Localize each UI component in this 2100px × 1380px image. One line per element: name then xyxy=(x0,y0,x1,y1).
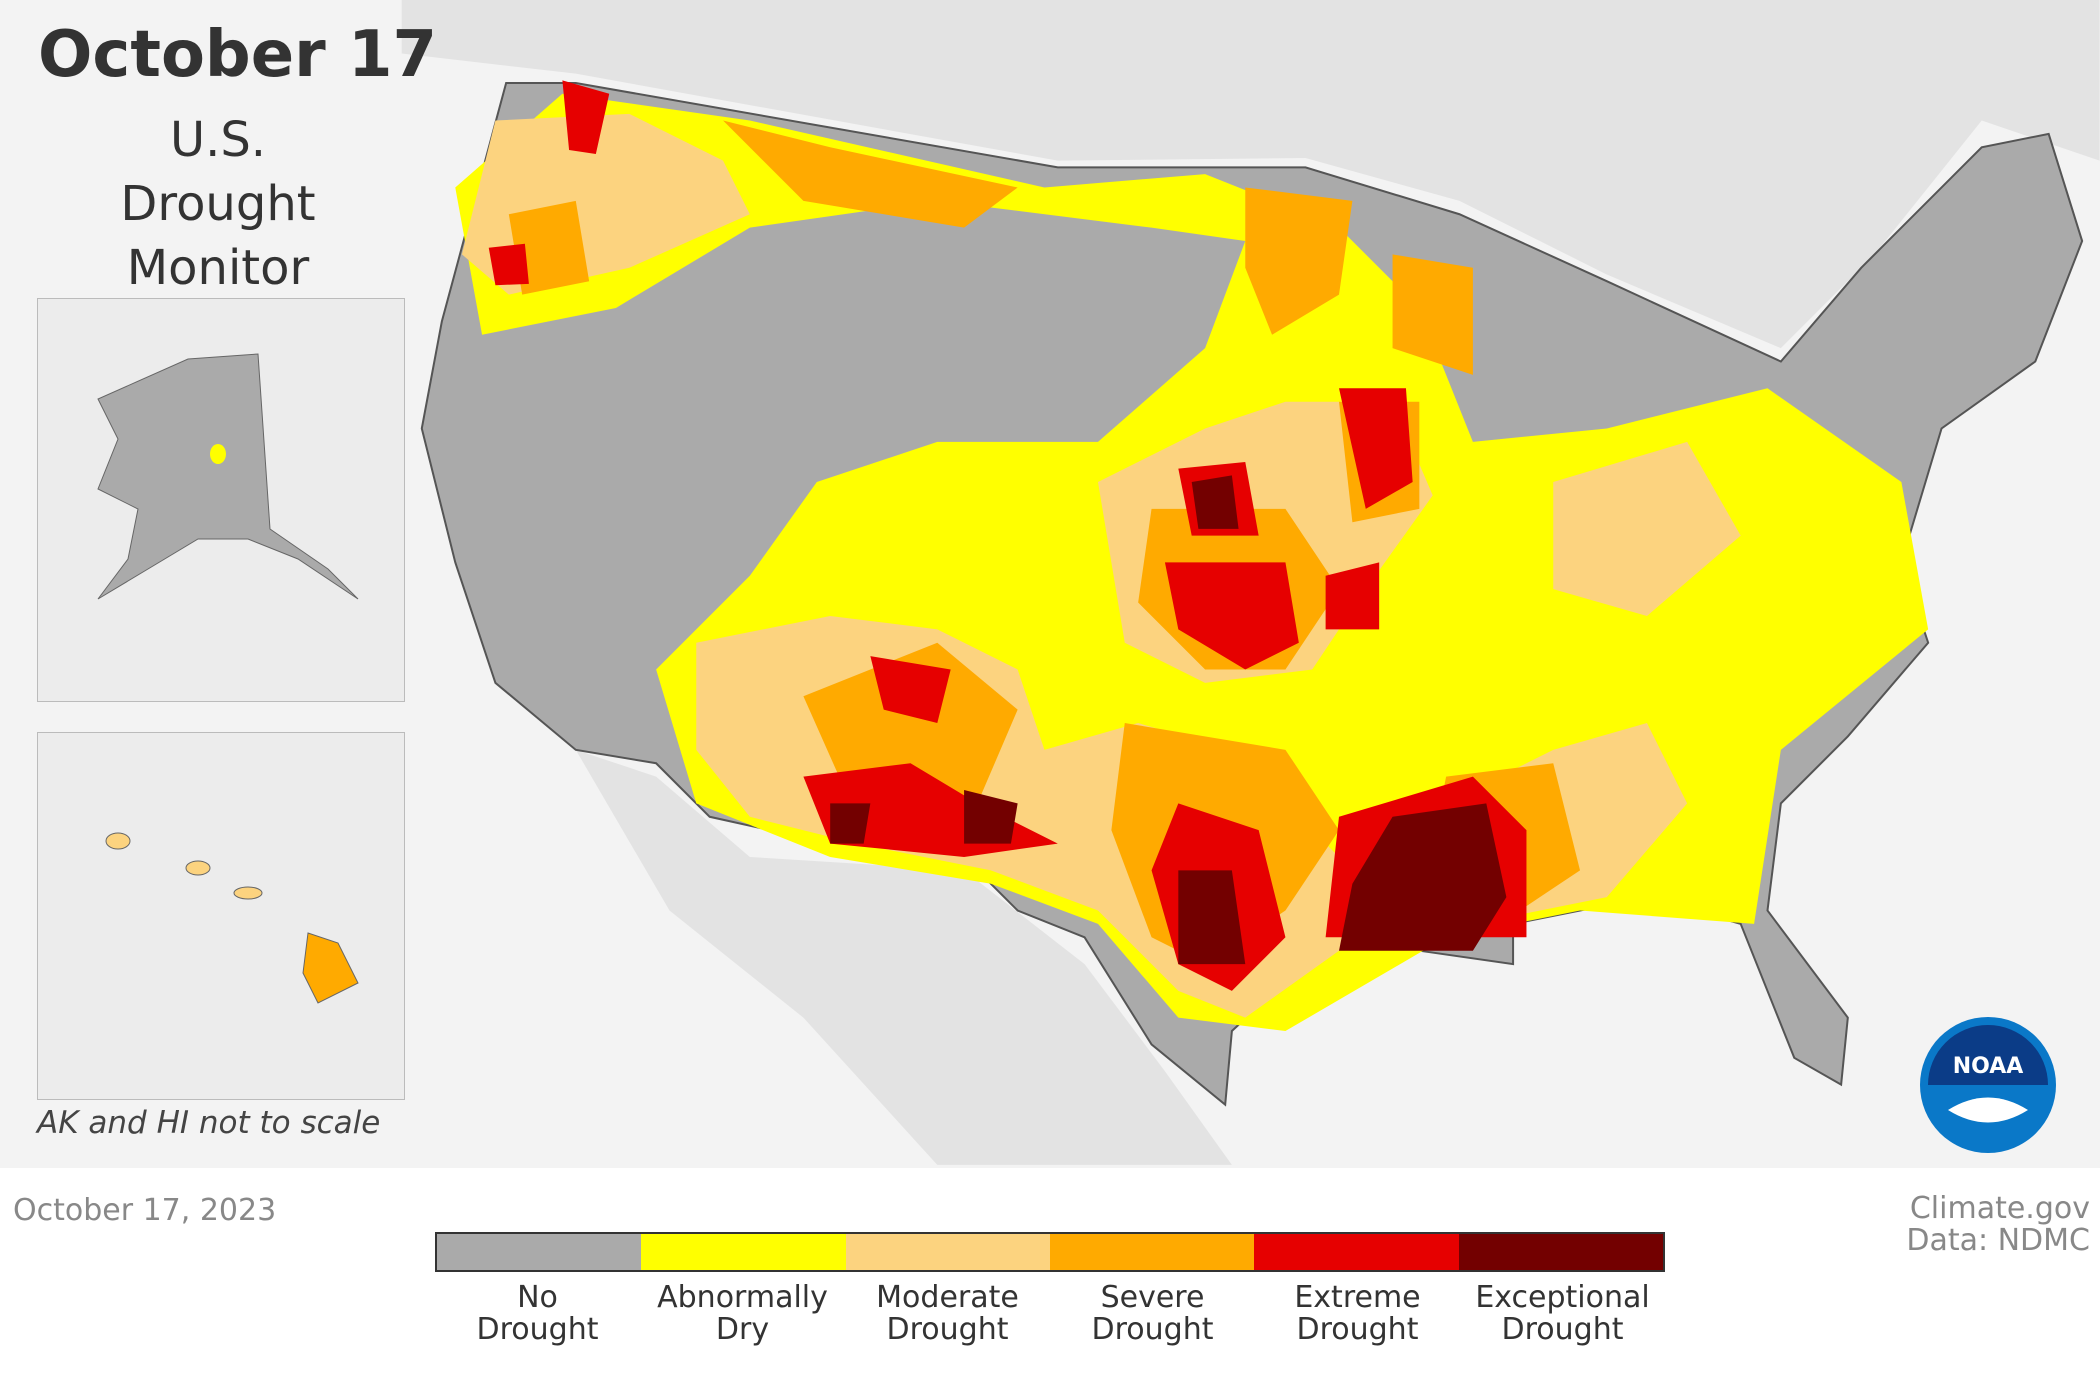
legend-cell: Abnormally Dry xyxy=(640,1282,845,1346)
legend-swatch xyxy=(1049,1234,1255,1270)
legend-label: No Drought xyxy=(476,1280,599,1347)
legend-cell: Severe Drought xyxy=(1050,1282,1255,1346)
legend-swatch xyxy=(1458,1234,1663,1270)
hawaii-map xyxy=(105,832,359,1004)
legend-cell: Extreme Drought xyxy=(1255,1282,1460,1346)
legend-label: Moderate Drought xyxy=(876,1280,1019,1347)
legend-swatch xyxy=(437,1234,642,1270)
legend-cell: Exceptional Drought xyxy=(1460,1282,1665,1346)
legend-label: Exceptional Drought xyxy=(1475,1280,1650,1347)
noaa-logo: NOAA xyxy=(1920,1017,2056,1153)
credits: Climate.gov Data: NDMC xyxy=(1906,1193,2090,1257)
legend-label: Extreme Drought xyxy=(1294,1280,1421,1347)
legend-swatch xyxy=(1254,1234,1459,1270)
map xyxy=(401,0,2100,1165)
alaska-map xyxy=(97,353,359,600)
legend-swatch xyxy=(641,1234,846,1270)
title: October 17 xyxy=(38,18,438,92)
subtitle: U.S. Drought Monitor xyxy=(120,112,316,296)
credit: Climate.gov xyxy=(1909,1191,2090,1226)
legend-label: Abnormally Dry xyxy=(657,1280,828,1347)
legend-swatch xyxy=(845,1234,1050,1270)
legend-label: Severe Drought xyxy=(1091,1280,1214,1347)
logo-text: NOAA xyxy=(1953,1054,2024,1079)
source: Data: NDMC xyxy=(1906,1223,2090,1258)
legend-labels: No Drought Abnormally Dry Moderate Drought… xyxy=(435,1282,1665,1346)
legend-cell: No Drought xyxy=(435,1282,640,1346)
inset-note: AK and HI not to scale xyxy=(37,1105,381,1141)
legend-cell: Moderate Drought xyxy=(845,1282,1050,1346)
legend-bar xyxy=(435,1232,1665,1272)
alaska-inset xyxy=(37,298,405,702)
date: October 17, 2023 xyxy=(13,1193,277,1228)
hawaii-inset xyxy=(37,732,405,1100)
